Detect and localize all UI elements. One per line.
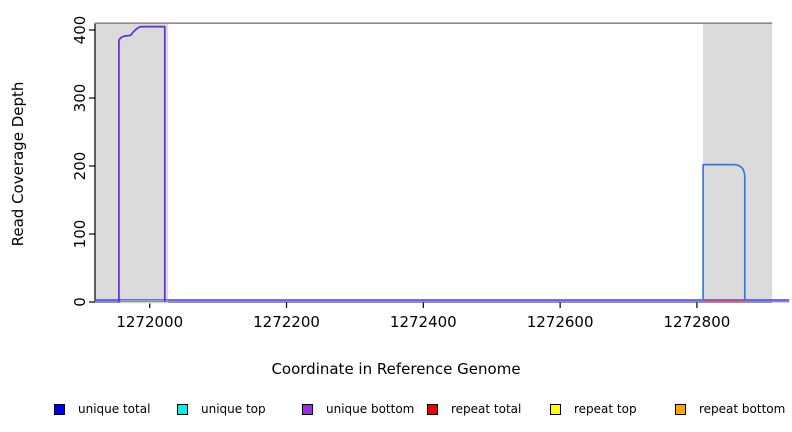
- legend-swatch-unique-total: [54, 403, 65, 415]
- legend-label: unique top: [201, 402, 266, 416]
- legend-item-repeat-bottom: repeat bottom: [675, 398, 785, 420]
- shaded-region-left-coverage-block: [95, 23, 169, 302]
- legend: unique total unique top unique bottom repea…: [0, 398, 792, 422]
- legend-item-repeat-total: repeat total: [427, 398, 521, 420]
- x-tick-label: 1272600: [527, 313, 594, 331]
- legend-label: unique total: [78, 402, 151, 416]
- x-tick-label: 1272800: [664, 313, 731, 331]
- shaded-region-right-coverage-block: [703, 23, 773, 302]
- legend-item-unique-top: unique top: [177, 398, 266, 420]
- x-tick-label: 1272200: [253, 313, 320, 331]
- legend-item-repeat-top: repeat top: [550, 398, 637, 420]
- y-tick-label: 400: [71, 16, 89, 45]
- y-axis-title: Read Coverage Depth: [9, 81, 27, 247]
- legend-item-unique-total: unique total: [54, 398, 150, 420]
- legend-label: unique bottom: [326, 402, 415, 416]
- legend-swatch-unique-top: [177, 403, 188, 415]
- x-axis-title: Coordinate in Reference Genome: [271, 360, 521, 378]
- y-tick-label: 0: [71, 297, 89, 307]
- y-tick-label: 200: [71, 152, 89, 181]
- x-tick-label: 1272400: [390, 313, 457, 331]
- legend-item-unique-bottom: unique bottom: [302, 398, 414, 420]
- legend-swatch-unique-bottom: [302, 403, 313, 415]
- legend-label: repeat bottom: [699, 402, 786, 416]
- x-tick-label: 1272000: [116, 313, 183, 331]
- legend-swatch-repeat-total: [427, 403, 438, 415]
- y-tick-label: 100: [71, 220, 89, 249]
- legend-swatch-repeat-bottom: [675, 403, 686, 415]
- legend-swatch-repeat-top: [550, 403, 561, 415]
- y-tick-label: 300: [71, 84, 89, 113]
- series-unique-bottom-line-1: [118, 25, 166, 302]
- legend-label: repeat top: [574, 402, 637, 416]
- series-unique-total-line-1: [702, 163, 746, 302]
- legend-label: repeat total: [451, 402, 522, 416]
